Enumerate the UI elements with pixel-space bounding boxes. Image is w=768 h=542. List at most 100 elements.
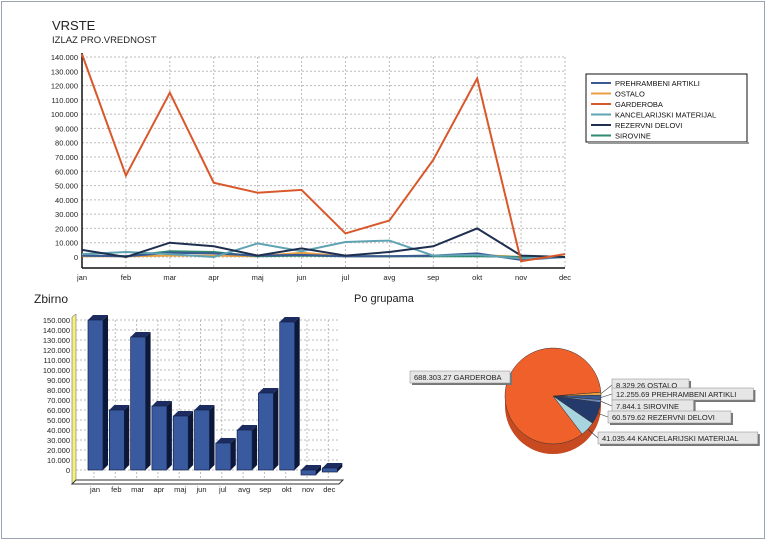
bar-nov bbox=[300, 469, 317, 476]
x-tick-label: dec bbox=[323, 485, 335, 494]
pie-label-box bbox=[597, 431, 759, 445]
x-tick-label: mar bbox=[131, 485, 144, 494]
x-tick-label: mar bbox=[163, 273, 176, 282]
x-tick-label: nov bbox=[515, 273, 527, 282]
y-tick-label: 120.000 bbox=[51, 82, 78, 91]
x-tick-label: jan bbox=[89, 485, 100, 494]
bar-jun bbox=[194, 409, 210, 471]
legend-label: PREHRAMBENI ARTIKLI bbox=[615, 79, 700, 88]
y-tick-label: 110.000 bbox=[43, 356, 70, 365]
bar-feb bbox=[108, 409, 125, 471]
legend-label: OSTALO bbox=[615, 90, 645, 99]
bar-side bbox=[252, 425, 258, 470]
bar-top bbox=[279, 317, 300, 322]
y-tick-label: 80.000 bbox=[55, 139, 78, 148]
legend bbox=[585, 73, 748, 143]
x-tick-label: sep bbox=[427, 273, 439, 282]
y-tick-label: 130.000 bbox=[51, 67, 78, 76]
x-tick-label: feb bbox=[111, 485, 121, 494]
y-tick-label: 90.000 bbox=[55, 124, 78, 133]
y-tick-label: 50.000 bbox=[47, 416, 70, 425]
legend-label: KANCELARIJSKI MATERIJAL bbox=[615, 111, 716, 120]
legend-shadow bbox=[588, 142, 749, 144]
bar-top bbox=[322, 463, 343, 468]
bar-top bbox=[151, 401, 172, 406]
y-tick-label: 20.000 bbox=[47, 446, 70, 455]
y-tick-label: 100.000 bbox=[51, 110, 78, 119]
pie-label: 12.255.69 PREHRAMBENI ARTIKLI bbox=[616, 390, 736, 399]
bar-side bbox=[316, 465, 321, 475]
pie-label-box bbox=[607, 410, 732, 424]
bar-side bbox=[209, 405, 215, 470]
y-tick-label: 60.000 bbox=[47, 406, 70, 415]
pie-label: 60.579.62 REZERVNI DELOVI bbox=[612, 413, 715, 422]
bar-okt bbox=[279, 321, 296, 471]
bar-side bbox=[166, 401, 172, 470]
y-tick-label: 100.000 bbox=[43, 366, 70, 375]
y-tick-label: 0 bbox=[74, 253, 78, 262]
y-tick-label: 30.000 bbox=[47, 436, 70, 445]
bar-side bbox=[124, 405, 130, 470]
y-tick-label: 140.000 bbox=[43, 326, 70, 335]
bar-top bbox=[194, 405, 215, 410]
bar-side bbox=[230, 438, 236, 470]
bar-side bbox=[145, 332, 151, 470]
x-tick-label: jul bbox=[218, 485, 227, 494]
bar-top bbox=[173, 411, 194, 416]
bar-side bbox=[273, 388, 279, 470]
pie-label: 41.035.44 KANCELARIJSKI MATERIJAL bbox=[602, 434, 739, 443]
x-tick-label: jun bbox=[195, 485, 206, 494]
x-tick-label: okt bbox=[472, 273, 483, 282]
y-tick-label: 70.000 bbox=[55, 153, 78, 162]
bar-dec bbox=[321, 467, 338, 473]
y-tick-label: 10.000 bbox=[47, 456, 70, 465]
y-axis-wall bbox=[71, 313, 77, 485]
pie-label-box bbox=[409, 370, 511, 384]
bar-mar bbox=[130, 336, 146, 471]
x-tick-label: jul bbox=[341, 273, 350, 282]
bar-top bbox=[88, 315, 108, 320]
y-tick-label: 90.000 bbox=[47, 376, 70, 385]
floor bbox=[70, 479, 345, 485]
y-tick-label: 50.000 bbox=[55, 182, 78, 191]
pie-label: 7.844.1 SIROVINE bbox=[616, 402, 679, 411]
x-tick-label: okt bbox=[282, 485, 293, 494]
x-tick-label: feb bbox=[121, 273, 131, 282]
y-tick-label: 40.000 bbox=[55, 196, 78, 205]
y-tick-label: 150.000 bbox=[43, 316, 70, 325]
bar-side bbox=[103, 315, 108, 470]
y-tick-label: 0 bbox=[66, 466, 70, 475]
x-tick-label: dec bbox=[559, 273, 571, 282]
x-tick-label: maj bbox=[174, 485, 186, 494]
bar-jul bbox=[215, 442, 232, 471]
bar-avg bbox=[236, 429, 253, 471]
bar-top bbox=[130, 332, 151, 337]
line-chart-title: VRSTE bbox=[52, 18, 96, 33]
bar-chart-title: Zbirno bbox=[34, 292, 68, 306]
series-line-kancelarijski-materijal bbox=[81, 239, 566, 260]
y-tick-label: 130.000 bbox=[43, 336, 70, 345]
pie-label: 8.329.26 OSTALO bbox=[616, 381, 677, 390]
y-tick-label: 70.000 bbox=[47, 396, 70, 405]
y-tick-label: 30.000 bbox=[55, 210, 78, 219]
bar-sep bbox=[258, 392, 274, 471]
x-tick-label: apr bbox=[208, 273, 219, 282]
bar-top bbox=[109, 405, 130, 410]
bar-side bbox=[337, 463, 343, 472]
bar-maj bbox=[172, 415, 189, 471]
x-tick-label: apr bbox=[153, 485, 164, 494]
series-line-garderoba bbox=[81, 53, 566, 263]
pie-leader-line bbox=[600, 393, 613, 398]
y-tick-label: 10.000 bbox=[55, 239, 78, 248]
bar-top bbox=[215, 438, 236, 443]
line-chart-subtitle: IZLAZ PRO.VREDNOST bbox=[52, 35, 157, 46]
pie-leader-line bbox=[600, 384, 613, 394]
series-line-rezervni-delovi bbox=[81, 227, 566, 259]
legend-label: SIROVINE bbox=[615, 132, 651, 141]
pie-label: 688.303.27 GARDEROBA bbox=[414, 373, 502, 382]
y-tick-label: 80.000 bbox=[47, 386, 70, 395]
x-tick-label: maj bbox=[252, 273, 264, 282]
x-tick-label: avg bbox=[238, 485, 250, 494]
